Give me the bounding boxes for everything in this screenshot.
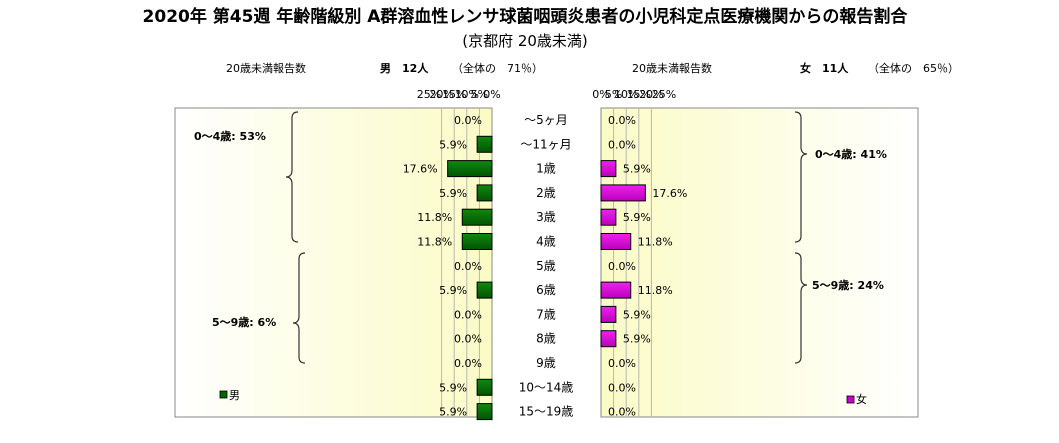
male-bar-value-label: 5.9% bbox=[439, 381, 467, 394]
male-group-0-4-label: 0～4歳: 53% bbox=[194, 129, 266, 143]
male-tick-label: 15% bbox=[442, 88, 466, 101]
female-header-label: 20歳未満報告数 bbox=[632, 62, 712, 75]
male-plot-area bbox=[174, 107, 493, 418]
male-bar bbox=[461, 233, 493, 250]
male-bar-value-label: 5.9% bbox=[439, 406, 467, 419]
male-bar-value-label: 5.9% bbox=[439, 284, 467, 297]
male-header-label: 20歳未満報告数 bbox=[226, 62, 306, 75]
female-brace-5-9 bbox=[794, 252, 808, 364]
female-bar-value-label: 0.0% bbox=[608, 114, 636, 127]
chart-subtitle: (京都府 20歳未満) bbox=[462, 32, 588, 50]
male-bar-value-label: 0.0% bbox=[454, 333, 482, 346]
category-label: 15～19歳 bbox=[519, 405, 574, 419]
female-bar bbox=[600, 281, 632, 299]
female-bar bbox=[600, 305, 617, 323]
category-label: ～5ヶ月 bbox=[524, 113, 568, 127]
female-bar-value-label: 0.0% bbox=[608, 260, 636, 273]
female-bar-value-label: 0.0% bbox=[608, 381, 636, 394]
female-bar bbox=[600, 330, 617, 348]
female-legend-swatch bbox=[846, 395, 855, 404]
male-brace-0-4 bbox=[285, 111, 299, 243]
male-bar bbox=[461, 208, 493, 226]
male-bar-value-label: 0.0% bbox=[454, 114, 482, 127]
female-bar bbox=[600, 184, 646, 202]
male-legend-swatch bbox=[219, 390, 228, 399]
male-bar bbox=[476, 135, 493, 153]
male-bar-value-label: 0.0% bbox=[454, 308, 482, 321]
female-bar-value-label: 5.9% bbox=[623, 163, 651, 176]
male-brace-5-9 bbox=[292, 252, 306, 364]
male-bar-value-label: 11.8% bbox=[417, 236, 452, 249]
female-bar-value-label: 5.9% bbox=[623, 333, 651, 346]
male-bar-value-label: 5.9% bbox=[439, 187, 467, 200]
female-bar-value-label: 0.0% bbox=[608, 138, 636, 151]
female-bar bbox=[600, 233, 632, 250]
male-bar-value-label: 11.8% bbox=[417, 211, 452, 224]
female-tick-label: 15% bbox=[627, 88, 651, 101]
male-bar-value-label: 0.0% bbox=[454, 357, 482, 370]
category-label: 5歳 bbox=[536, 259, 556, 273]
chart-title: 2020年 第45週 年齢階級別 A群溶血性レンサ球菌咽頭炎患者の小児科定点医療… bbox=[143, 6, 909, 27]
male-bar bbox=[476, 403, 493, 421]
category-label: 4歳 bbox=[536, 235, 556, 249]
female-tick-label: 10% bbox=[614, 88, 638, 101]
male-header-count: 男 12人 bbox=[380, 61, 429, 75]
category-label: 1歳 bbox=[536, 162, 556, 176]
male-bar bbox=[476, 378, 493, 396]
male-header-share: （全体の 71％） bbox=[452, 61, 543, 75]
male-bar-value-label: 0.0% bbox=[454, 260, 482, 273]
female-group-0-4-label: 0～4歳: 41% bbox=[815, 147, 887, 161]
male-bar bbox=[476, 184, 493, 202]
female-tick-label: 25% bbox=[652, 88, 676, 101]
male-bar bbox=[476, 281, 493, 299]
male-group-5-9-label: 5～9歳: 6% bbox=[212, 315, 276, 329]
male-bar-value-label: 17.6% bbox=[403, 163, 438, 176]
male-legend-label: 男 bbox=[229, 389, 240, 402]
female-bar-value-label: 0.0% bbox=[608, 406, 636, 419]
male-bar-value-label: 5.9% bbox=[439, 138, 467, 151]
male-bar bbox=[447, 160, 493, 178]
category-label: ～11ヶ月 bbox=[520, 137, 571, 151]
female-bar bbox=[600, 160, 617, 178]
female-bar-value-label: 0.0% bbox=[608, 357, 636, 370]
female-plot-area bbox=[600, 107, 919, 418]
category-label: 3歳 bbox=[536, 210, 556, 224]
female-header-count: 女 11人 bbox=[800, 61, 849, 75]
category-label: 7歳 bbox=[536, 307, 556, 321]
category-label: 6歳 bbox=[536, 283, 556, 297]
male-tick-label: 10% bbox=[455, 88, 479, 101]
female-legend-label: 女 bbox=[856, 392, 867, 406]
category-label: 2歳 bbox=[536, 186, 556, 200]
female-brace-0-4 bbox=[794, 111, 808, 243]
male-tick-label: 0% bbox=[483, 88, 500, 101]
female-bar-value-label: 11.8% bbox=[638, 236, 673, 249]
male-tick-label: 5% bbox=[471, 88, 488, 101]
male-tick-label: 20% bbox=[429, 88, 453, 101]
female-group-5-9-label: 5～9歳: 24% bbox=[812, 278, 884, 292]
female-tick-label: 5% bbox=[605, 88, 622, 101]
category-label: 10～14歳 bbox=[519, 380, 574, 394]
female-tick-label: 20% bbox=[639, 88, 663, 101]
female-bar-value-label: 5.9% bbox=[623, 308, 651, 321]
female-bar bbox=[600, 208, 617, 226]
female-bar-value-label: 5.9% bbox=[623, 211, 651, 224]
category-label: 9歳 bbox=[536, 356, 556, 370]
category-label: 8歳 bbox=[536, 332, 556, 346]
female-header-share: （全体の 65％） bbox=[868, 61, 959, 75]
female-bar-value-label: 17.6% bbox=[652, 187, 687, 200]
male-tick-label: 25% bbox=[417, 88, 441, 101]
female-bar-value-label: 11.8% bbox=[638, 284, 673, 297]
female-tick-label: 0% bbox=[592, 88, 609, 101]
